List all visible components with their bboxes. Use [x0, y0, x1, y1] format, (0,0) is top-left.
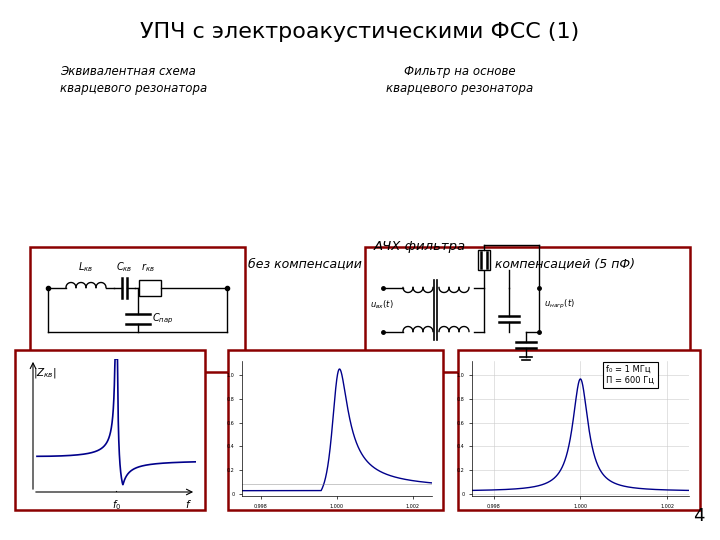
- Text: $f_0$: $f_0$: [112, 498, 121, 512]
- Bar: [478, 249, 490, 269]
- Text: с компенсацией (5 пФ): с компенсацией (5 пФ): [485, 257, 636, 270]
- Bar: [15, 350, 205, 510]
- Text: 4: 4: [693, 507, 705, 525]
- Text: Эквивалентная схема
кварцевого резонатора: Эквивалентная схема кварцевого резонатор…: [60, 65, 207, 95]
- Text: Фильтр на основе
кварцевого резонатора: Фильтр на основе кварцевого резонатора: [387, 65, 534, 95]
- Text: УПЧ с электроакустическими ФСС (1): УПЧ с электроакустическими ФСС (1): [140, 22, 580, 42]
- Text: $C_{пар}$: $C_{пар}$: [151, 311, 173, 326]
- Text: $r_{кв}$: $r_{кв}$: [141, 262, 155, 274]
- Text: f₀ = 1 МГц
П = 600 Гц: f₀ = 1 МГц П = 600 Гц: [606, 365, 654, 384]
- Bar: [228, 350, 443, 510]
- Bar: [139, 280, 161, 295]
- Text: без компенсации: без компенсации: [248, 257, 362, 270]
- Text: $C_{компн}$: $C_{компн}$: [510, 367, 537, 379]
- Bar: [458, 350, 700, 510]
- Text: $u_{нагр}(t)$: $u_{нагр}(t)$: [544, 298, 575, 311]
- Text: $C_{кв}$: $C_{кв}$: [116, 261, 132, 274]
- Text: $L_{кв}$: $L_{кв}$: [78, 261, 94, 274]
- Bar: [30, 247, 245, 372]
- Text: АЧХ фильтра: АЧХ фильтра: [374, 240, 466, 253]
- Text: $f$: $f$: [184, 498, 192, 510]
- Text: $u_{вх}(t)$: $u_{вх}(t)$: [370, 298, 394, 310]
- Bar: [365, 247, 690, 372]
- Text: $|Z_{кв}|$: $|Z_{кв}|$: [33, 366, 57, 380]
